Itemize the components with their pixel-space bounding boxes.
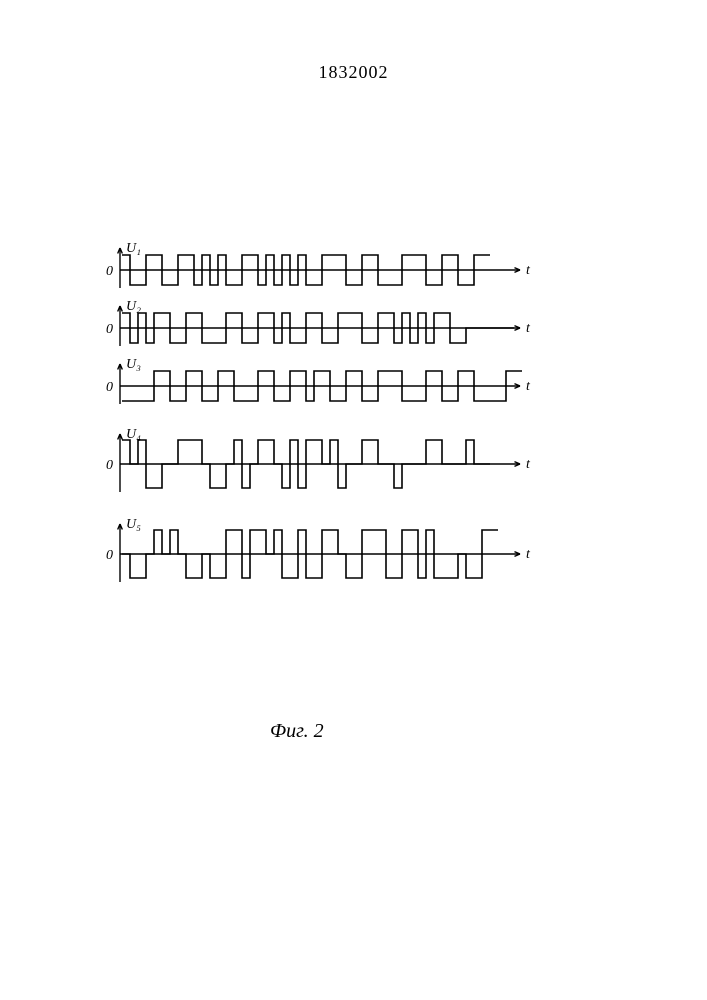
- origin-label: 0: [106, 380, 113, 395]
- x-axis-label: t: [526, 263, 531, 278]
- y-axis-label: U₅: [126, 517, 141, 532]
- waveform-row-5: U₅ t 0: [106, 517, 531, 582]
- timing-diagram-figure: U₁t0U₂t0U₃t0U₄t0U₅t0: [100, 240, 580, 602]
- figure-caption: Фиг. 2: [270, 720, 324, 743]
- x-axis-label: t: [526, 379, 531, 394]
- y-axis-label: U₃: [126, 357, 141, 372]
- waveform-row-4: U₄t0: [106, 427, 531, 492]
- y-axis-label: U₁: [126, 241, 141, 256]
- waveform-row-2: U₂ t 0: [106, 299, 531, 346]
- origin-label: 0: [106, 322, 113, 337]
- x-axis-label: t: [526, 321, 531, 336]
- timing-diagram-svg: U₁t0U₂t0U₃t0U₄t0U₅t0: [100, 240, 580, 602]
- origin-label: 0: [106, 458, 113, 473]
- y-axis-label: U₂: [126, 299, 141, 314]
- page: 1832002 U₁t0U₂t0U₃t0U₄t0U₅t0 Фиг. 2: [0, 0, 707, 1000]
- origin-label: 0: [106, 548, 113, 563]
- x-axis-label: t: [526, 547, 531, 562]
- waveform-row-3: U₃ t 0: [106, 357, 531, 404]
- origin-label: 0: [106, 264, 113, 279]
- x-axis-label: t: [526, 457, 531, 472]
- page-number: 1832002: [319, 62, 389, 83]
- waveform-row-1: U₁ t 0: [106, 241, 531, 288]
